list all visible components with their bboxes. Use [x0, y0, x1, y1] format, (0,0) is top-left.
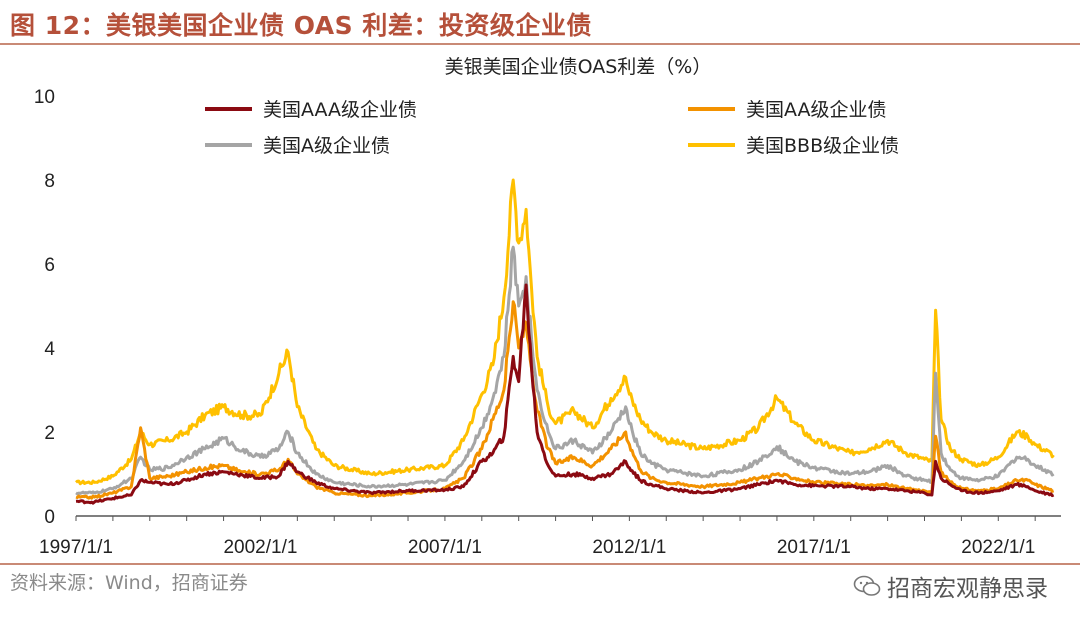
y-tick-label: 6	[44, 255, 55, 276]
series-line-aa	[75, 300, 1055, 500]
legend-label-aa: 美国AA级企业债	[746, 99, 887, 121]
x-axis: 1997/1/1 2002/1/1 2007/1/1 2012/1/1 2017/1/1…	[39, 515, 1061, 558]
title-rule	[0, 43, 1080, 45]
watermark-text: 招商宏观静思录	[887, 576, 1048, 602]
y-tick-label: 10	[34, 87, 55, 108]
x-tick-label: 2012/1/1	[592, 537, 666, 558]
y-tick-label: 2	[44, 423, 55, 444]
series-line-aaa	[75, 283, 1055, 505]
x-tick-label: 1997/1/1	[39, 537, 113, 558]
legend: 美国AAA级企业债 美国AA级企业债 美国A级企业债 美国BBB级企业债	[205, 99, 899, 157]
legend-label-a: 美国A级企业债	[263, 135, 390, 157]
series-line-a	[75, 245, 1055, 496]
oas-spread-chart: 美银美国企业债OAS利差（%） 0 2 4 6 8 10 1997/1/1 2002/1/1…	[34, 56, 1061, 558]
legend-label-bbb: 美国BBB级企业债	[746, 135, 899, 157]
watermark: 招商宏观静思录	[853, 569, 1048, 603]
x-tick-label: 2022/1/1	[961, 537, 1035, 558]
x-tick-label: 2007/1/1	[408, 537, 482, 558]
x-tick-label: 2017/1/1	[777, 537, 851, 558]
y-tick-label: 8	[44, 171, 55, 192]
wechat-icon	[853, 575, 881, 596]
y-tick-label: 4	[44, 339, 55, 360]
source-rule	[0, 563, 1080, 565]
source-note: 资料来源：Wind，招商证券	[10, 572, 248, 594]
figure-title: 图 12：美银美国企业债 OAS 利差：投资级企业债	[10, 11, 592, 40]
legend-label-aaa: 美国AAA级企业债	[263, 99, 417, 121]
x-tick-label: 2002/1/1	[223, 537, 297, 558]
chart-title: 美银美国企业债OAS利差（%）	[445, 56, 712, 78]
series-layer	[75, 178, 1055, 505]
series-line-bbb	[75, 178, 1055, 486]
y-axis: 0 2 4 6 8 10	[34, 87, 56, 528]
y-tick-label: 0	[44, 507, 55, 528]
